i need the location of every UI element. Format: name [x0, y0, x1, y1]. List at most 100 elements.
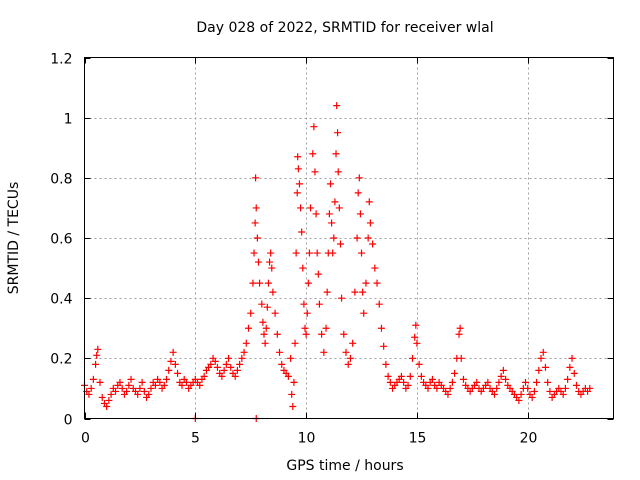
data-point	[93, 351, 101, 359]
data-point	[412, 321, 420, 329]
data-point	[96, 378, 104, 386]
data-point	[326, 180, 334, 188]
data-point	[147, 384, 155, 392]
data-point	[338, 294, 346, 302]
data-point	[310, 123, 318, 131]
data-point	[171, 360, 179, 368]
data-point	[263, 303, 271, 311]
data-point	[250, 249, 258, 257]
data-point	[305, 249, 313, 257]
axis-ticks	[84, 57, 614, 420]
data-point	[134, 390, 142, 398]
data-point	[517, 390, 525, 398]
data-point	[448, 378, 456, 386]
data-point	[273, 330, 281, 338]
data-point	[495, 378, 503, 386]
data-point	[328, 219, 336, 227]
data-point	[116, 378, 124, 386]
data-point	[373, 279, 381, 287]
data-point	[413, 339, 421, 347]
data-point	[528, 393, 536, 401]
data-point	[254, 258, 262, 266]
data-point	[362, 279, 370, 287]
data-point	[287, 354, 295, 362]
data-point	[259, 318, 267, 326]
data-point	[346, 354, 354, 362]
data-point	[384, 372, 392, 380]
data-point	[473, 378, 481, 386]
data-point	[561, 384, 569, 392]
data-point	[586, 384, 594, 392]
data-point	[140, 387, 148, 395]
data-point	[85, 390, 93, 398]
data-point	[260, 330, 268, 338]
data-point	[307, 204, 315, 212]
data-point	[354, 189, 362, 197]
data-point	[276, 348, 284, 356]
data-point	[358, 249, 366, 257]
data-point	[333, 102, 341, 110]
data-point	[236, 360, 244, 368]
data-point	[300, 300, 308, 308]
x-tick-label: 10	[298, 431, 316, 447]
data-point	[174, 369, 182, 377]
data-point	[222, 360, 230, 368]
data-point	[271, 309, 279, 317]
data-point	[182, 378, 190, 386]
data-point	[312, 210, 320, 218]
data-point	[293, 189, 301, 197]
data-point	[240, 348, 248, 356]
data-point	[541, 363, 549, 371]
data-point	[325, 210, 333, 218]
data-point	[156, 378, 164, 386]
data-point	[364, 234, 372, 242]
data-point	[98, 393, 106, 401]
data-points	[81, 102, 594, 422]
data-point	[400, 378, 408, 386]
x-tick-label: 20	[520, 431, 538, 447]
data-point	[332, 150, 340, 158]
data-point	[322, 324, 330, 332]
data-point	[266, 258, 274, 266]
data-point	[404, 381, 412, 389]
y-tick-label: 1	[64, 112, 73, 128]
data-point	[220, 366, 228, 374]
data-point	[424, 384, 432, 392]
data-point	[294, 153, 302, 161]
data-point	[497, 372, 505, 380]
data-point	[444, 390, 452, 398]
data-point	[457, 354, 465, 362]
data-point	[559, 390, 567, 398]
data-point	[105, 396, 113, 404]
data-point	[459, 375, 467, 383]
data-point	[336, 240, 344, 248]
data-point	[313, 249, 321, 257]
data-point	[406, 372, 414, 380]
data-point	[428, 375, 436, 383]
data-point	[233, 366, 241, 374]
data-point	[211, 357, 219, 365]
data-point	[530, 387, 538, 395]
data-point	[249, 279, 257, 287]
data-point	[331, 198, 339, 206]
data-point	[566, 363, 574, 371]
data-point	[446, 384, 454, 392]
x-tick-label: 15	[409, 431, 427, 447]
data-point	[167, 357, 175, 365]
data-point	[169, 348, 177, 356]
data-point	[330, 234, 338, 242]
data-point	[225, 354, 233, 362]
grid	[84, 57, 614, 419]
data-point	[546, 387, 554, 395]
data-point	[123, 387, 131, 395]
data-point	[335, 204, 343, 212]
data-point	[535, 366, 543, 374]
data-point	[207, 360, 215, 368]
data-point	[493, 384, 501, 392]
data-point	[213, 363, 221, 371]
data-point	[264, 279, 272, 287]
x-tick-label: 5	[191, 431, 200, 447]
data-point	[107, 390, 115, 398]
data-point	[218, 372, 226, 380]
